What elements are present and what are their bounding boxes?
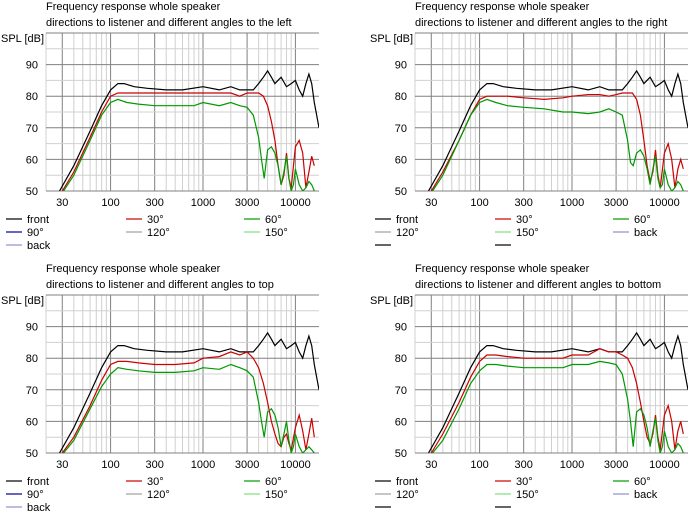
y-tick-label: 50 (26, 186, 38, 198)
chart-title: Frequency response whole speaker (415, 263, 590, 275)
series-line-front (58, 69, 319, 191)
series-line-30deg (430, 92, 684, 191)
legend-label: 60° (634, 476, 651, 488)
y-tick-label: 90 (26, 60, 38, 72)
legend-label: back (27, 502, 51, 514)
y-tick-label: 90 (395, 60, 407, 72)
legend-label: 150° (516, 227, 539, 239)
legend-label: front (27, 214, 49, 226)
legend-label: 30° (516, 476, 533, 488)
chart-subtitle: directions to listener and different ang… (415, 17, 667, 29)
series-line-30deg (61, 92, 315, 191)
chart-subtitle: directions to listener and different ang… (46, 279, 274, 291)
legend-label: front (27, 476, 49, 488)
y-tick-label: 80 (395, 91, 407, 103)
series-line-front (427, 331, 688, 453)
chart-panel: Frequency response whole speaker directio… (370, 1, 688, 246)
legend-label: back (634, 489, 658, 501)
y-tick-label: 60 (26, 154, 38, 166)
x-tick-label: 300 (515, 459, 533, 471)
x-tick-label: 3000 (235, 459, 259, 471)
y-tick-label: 90 (26, 322, 38, 334)
y-tick-label: 70 (395, 123, 407, 135)
chart-panel: Frequency response whole speaker directio… (1, 1, 319, 252)
series-line-60deg (432, 360, 684, 453)
series-line-front (427, 69, 688, 191)
legend-label: 120° (396, 227, 419, 239)
y-axis-label: SPL [dB] (1, 295, 44, 307)
series-line-30deg (430, 348, 684, 453)
x-tick-label: 3000 (235, 197, 259, 209)
legend-label: 150° (265, 489, 288, 501)
legend-label: 60° (265, 214, 282, 226)
series-line-front (58, 331, 319, 453)
legend-label: 90° (27, 489, 44, 501)
x-tick-label: 10000 (280, 459, 311, 471)
y-tick-label: 50 (395, 186, 407, 198)
x-tick-label: 30 (56, 459, 68, 471)
y-tick-label: 60 (395, 154, 407, 166)
chart-title: Frequency response whole speaker (46, 1, 221, 13)
legend-label: 60° (634, 214, 651, 226)
x-tick-label: 300 (515, 197, 533, 209)
x-tick-label: 30 (425, 459, 437, 471)
x-tick-label: 100 (101, 459, 119, 471)
y-tick-label: 50 (395, 448, 407, 460)
y-tick-label: 70 (395, 385, 407, 397)
series-line-60deg (432, 98, 684, 191)
y-tick-label: 80 (26, 91, 38, 103)
chart-panel: Frequency response whole speaker directio… (1, 263, 319, 514)
legend-label: 30° (516, 214, 533, 226)
y-tick-label: 70 (26, 123, 38, 135)
x-tick-label: 100 (101, 197, 119, 209)
x-tick-label: 3000 (604, 197, 628, 209)
legend-label: back (27, 240, 51, 252)
y-axis-label: SPL [dB] (1, 33, 44, 45)
legend-label: 150° (516, 489, 539, 501)
legend-label: front (396, 214, 418, 226)
y-tick-label: 80 (26, 353, 38, 365)
x-tick-label: 10000 (649, 197, 680, 209)
chart-subtitle: directions to listener and different ang… (46, 17, 292, 29)
y-tick-label: 60 (395, 416, 407, 428)
legend-label: 60° (265, 476, 282, 488)
chart-title: Frequency response whole speaker (46, 263, 221, 275)
legend-label: front (396, 476, 418, 488)
legend-label: 90° (27, 227, 44, 239)
series-line-60deg (63, 98, 315, 191)
legend-label: back (634, 227, 658, 239)
legend-label: 150° (265, 227, 288, 239)
x-tick-label: 1000 (560, 197, 584, 209)
x-tick-label: 1000 (191, 459, 215, 471)
y-tick-label: 60 (26, 416, 38, 428)
series-line-30deg (61, 351, 315, 453)
y-axis-label: SPL [dB] (370, 295, 413, 307)
x-tick-label: 10000 (649, 459, 680, 471)
chart-panel: Frequency response whole speaker directio… (370, 263, 688, 508)
x-tick-label: 300 (146, 197, 164, 209)
x-tick-label: 10000 (280, 197, 311, 209)
x-tick-label: 1000 (560, 459, 584, 471)
x-tick-label: 300 (146, 459, 164, 471)
y-axis-label: SPL [dB] (370, 33, 413, 45)
x-tick-label: 30 (56, 197, 68, 209)
legend-label: 30° (147, 214, 164, 226)
x-tick-label: 3000 (604, 459, 628, 471)
x-tick-label: 100 (470, 197, 488, 209)
y-tick-label: 50 (26, 448, 38, 460)
y-tick-label: 90 (395, 322, 407, 334)
chart-subtitle: directions to listener and different ang… (415, 279, 661, 291)
chart-title: Frequency response whole speaker (415, 1, 590, 13)
legend-label: 120° (147, 489, 170, 501)
legend-label: 120° (147, 227, 170, 239)
x-tick-label: 30 (425, 197, 437, 209)
y-tick-label: 70 (26, 385, 38, 397)
x-tick-label: 1000 (191, 197, 215, 209)
y-tick-label: 80 (395, 353, 407, 365)
legend-label: 120° (396, 489, 419, 501)
x-tick-label: 100 (470, 459, 488, 471)
series-line-60deg (63, 363, 315, 453)
legend-label: 30° (147, 476, 164, 488)
